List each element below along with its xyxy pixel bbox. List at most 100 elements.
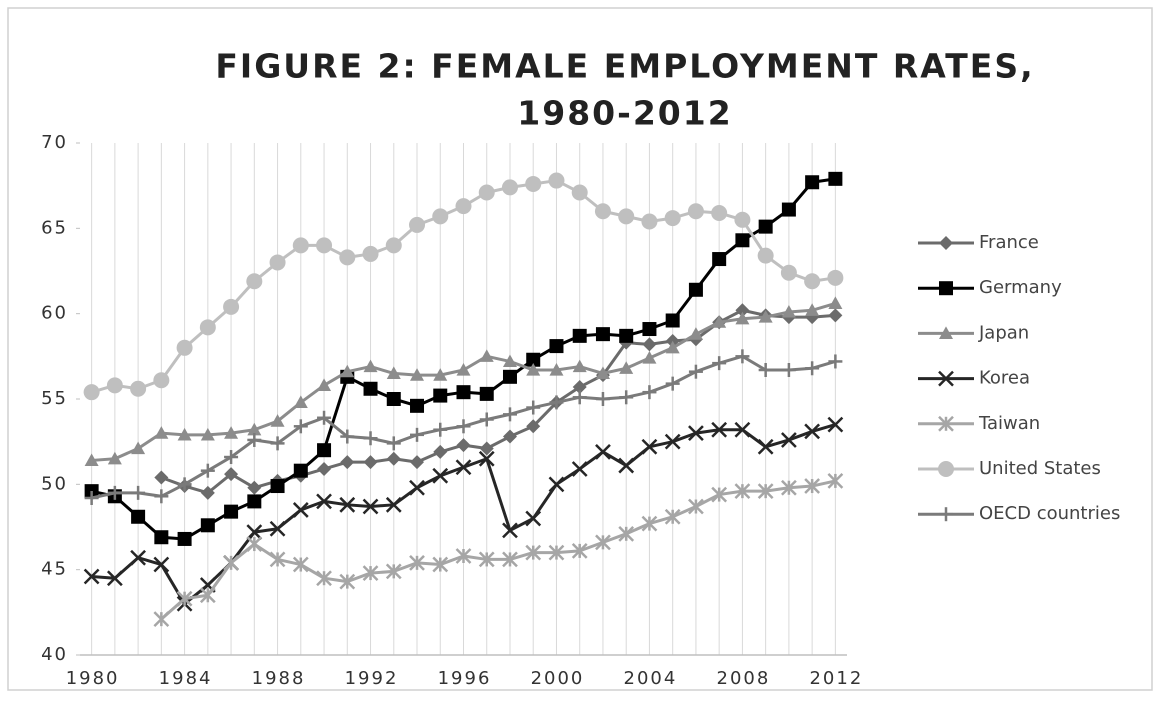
- marker: [828, 308, 843, 323]
- marker: [758, 362, 773, 377]
- marker: [363, 381, 378, 396]
- marker-shape: [526, 362, 541, 376]
- marker-shape: [781, 304, 796, 318]
- marker-stroke: [292, 502, 309, 518]
- marker: [618, 208, 635, 225]
- marker: [270, 436, 285, 451]
- marker: [455, 198, 472, 215]
- marker-shape: [131, 509, 146, 524]
- marker-stroke: [106, 570, 123, 587]
- marker: [106, 377, 123, 394]
- marker: [432, 208, 449, 225]
- marker: [781, 479, 797, 496]
- marker-stroke: [478, 450, 495, 467]
- marker: [456, 438, 471, 453]
- marker: [642, 322, 657, 337]
- marker-shape: [828, 296, 843, 310]
- marker: [292, 237, 309, 254]
- marker: [502, 354, 517, 368]
- marker: [712, 252, 727, 267]
- marker-shape: [805, 303, 820, 316]
- marker: [456, 362, 471, 376]
- marker: [409, 554, 425, 571]
- marker: [572, 390, 587, 405]
- y-tick-label: 60: [41, 303, 68, 324]
- marker-stroke: [339, 496, 356, 513]
- marker: [200, 427, 215, 441]
- marker: [200, 485, 215, 500]
- marker: [177, 427, 192, 441]
- y-tick-label: 45: [41, 559, 68, 580]
- marker-stroke: [938, 370, 954, 387]
- marker-shape: [642, 322, 657, 337]
- marker: [292, 556, 309, 573]
- marker: [939, 236, 953, 250]
- marker: [479, 412, 494, 427]
- marker-shape: [665, 313, 680, 328]
- marker: [805, 361, 820, 376]
- marker: [316, 237, 333, 254]
- marker-shape: [618, 208, 635, 225]
- marker: [665, 313, 680, 328]
- marker-shape: [758, 310, 773, 323]
- marker-stroke: [385, 496, 402, 513]
- marker: [270, 414, 285, 427]
- marker: [246, 273, 263, 290]
- marker-shape: [293, 463, 308, 478]
- marker-shape: [363, 455, 378, 470]
- marker: [317, 443, 332, 458]
- marker-shape: [83, 384, 100, 401]
- marker-shape: [827, 269, 844, 286]
- marker-shape: [270, 414, 285, 427]
- marker-shape: [712, 315, 727, 328]
- x-tick-label: 2004: [624, 668, 678, 689]
- marker-stroke: [804, 423, 821, 440]
- marker-stroke: [571, 461, 588, 477]
- marker: [130, 380, 147, 397]
- marker-shape: [410, 368, 425, 381]
- marker-shape: [292, 237, 309, 254]
- marker: [154, 489, 169, 504]
- marker-shape: [735, 311, 750, 325]
- marker: [828, 296, 843, 310]
- marker-shape: [572, 328, 587, 343]
- marker-shape: [433, 368, 448, 381]
- marker: [664, 210, 681, 227]
- marker: [455, 459, 472, 476]
- marker-shape: [938, 461, 954, 477]
- marker: [595, 366, 610, 379]
- marker-shape: [501, 179, 518, 196]
- marker: [478, 551, 495, 568]
- marker: [385, 563, 402, 580]
- marker-shape: [688, 282, 703, 297]
- marker: [618, 457, 635, 474]
- marker: [571, 543, 588, 559]
- marker: [153, 556, 170, 573]
- marker-shape: [939, 236, 953, 250]
- marker-shape: [317, 461, 332, 476]
- x-tick-label: 2008: [717, 668, 771, 689]
- marker: [805, 303, 820, 316]
- marker: [828, 171, 843, 186]
- marker-shape: [246, 273, 263, 290]
- marker-shape: [432, 208, 449, 225]
- marker: [293, 395, 308, 409]
- marker: [571, 184, 588, 201]
- marker-shape: [456, 362, 471, 376]
- marker: [107, 485, 122, 500]
- marker-shape: [316, 237, 333, 254]
- marker-shape: [757, 247, 774, 264]
- marker: [340, 429, 355, 444]
- marker-shape: [804, 273, 821, 290]
- marker: [805, 175, 820, 190]
- marker: [433, 444, 448, 459]
- marker: [688, 327, 703, 340]
- marker: [502, 522, 518, 539]
- marker: [619, 328, 634, 343]
- legend-label: Japan: [978, 322, 1029, 343]
- marker: [83, 568, 100, 585]
- marker-shape: [153, 372, 170, 389]
- marker: [619, 361, 634, 374]
- marker-shape: [317, 378, 332, 391]
